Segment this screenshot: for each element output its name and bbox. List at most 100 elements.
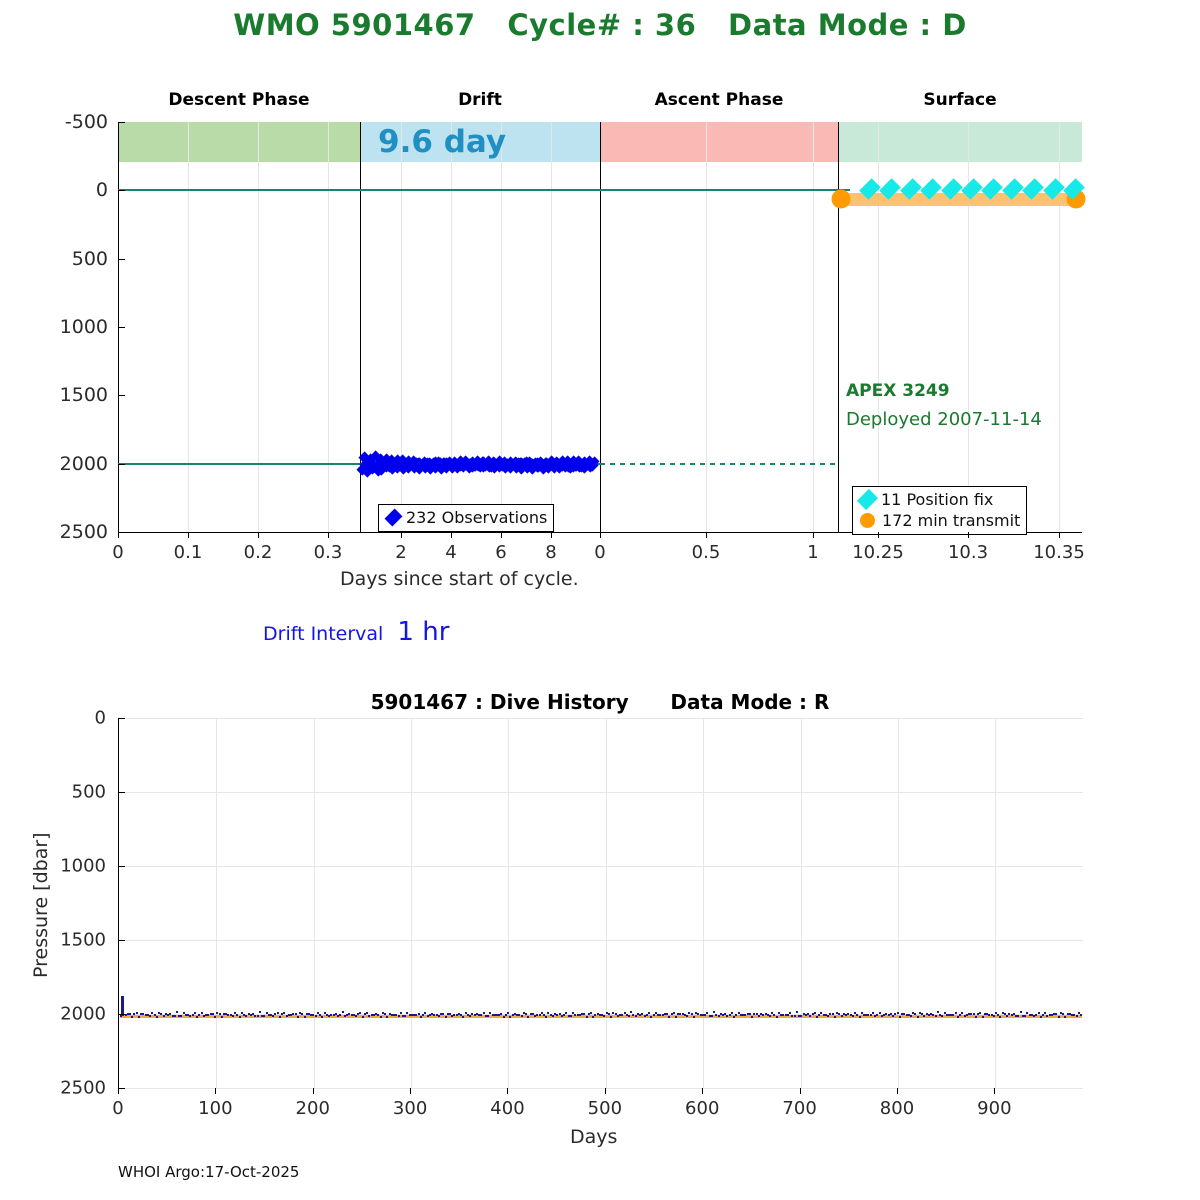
dive-history-point: [151, 1012, 154, 1015]
dive-history-point: [757, 1015, 760, 1018]
dive-history-point: [205, 1013, 207, 1016]
x-tick-label: 100: [198, 1098, 233, 1119]
dive-history-point: [1017, 1014, 1020, 1017]
position-fix-diamond-icon: [856, 488, 879, 510]
phase-band-ascent-phase: [600, 122, 838, 162]
dive-history-point: [466, 1013, 469, 1016]
dive-history-point: [943, 1012, 946, 1015]
x-tick-label: 700: [782, 1098, 817, 1119]
y-tick-label: 2500: [60, 1077, 106, 1099]
dive-history-point: [999, 1015, 1002, 1018]
dive-history-point: [589, 1011, 592, 1014]
dive-history-point: [1062, 1012, 1065, 1015]
dive-history-point: [654, 1012, 657, 1014]
x-tick-label: 6: [495, 542, 507, 563]
dive-history-point: [820, 1012, 823, 1015]
x-tick-mark: [706, 532, 707, 538]
drift-legend[interactable]: 232 Observations: [378, 503, 555, 532]
dive-history-point: [296, 1015, 299, 1018]
dive-history-point: [1071, 1014, 1073, 1016]
dive-history-point: [963, 1014, 966, 1017]
y-tick-mark: [118, 122, 125, 123]
dive-history-point: [713, 1011, 715, 1014]
dive-history-point: [269, 1013, 272, 1016]
legend-item-label: 11 Position fix: [881, 489, 994, 509]
dive-history-point: [795, 1011, 798, 1014]
dive-history-point: [730, 1011, 733, 1014]
dive-history-point: [211, 1013, 214, 1016]
footer-text: WHOI Argo:17-Oct-2025: [118, 1163, 300, 1181]
dive-history-point: [542, 1014, 545, 1017]
dive-history-point: [276, 1012, 279, 1015]
dive-history-point: [815, 1015, 818, 1018]
phase-label-surface: Surface: [923, 90, 997, 110]
dive-history-point: [135, 1012, 138, 1015]
dive-history-point: [842, 1013, 845, 1016]
x-tick-label: 0: [112, 1098, 124, 1119]
dive-history-point: [247, 1013, 250, 1016]
dive-history-point: [650, 1015, 653, 1018]
dive-history-point: [538, 1014, 541, 1017]
dive-history-point: [578, 1014, 581, 1016]
dive-history-point: [569, 1014, 572, 1017]
dive-history-point: [299, 1012, 301, 1015]
dive-history-point: [390, 1013, 393, 1016]
gridline-horizontal: [119, 718, 1083, 719]
y-tick-label: 1500: [59, 384, 108, 407]
dive-history-point: [469, 1015, 472, 1018]
x-tick-mark: [215, 1088, 217, 1094]
dive-history-point: [782, 1014, 785, 1017]
dive-history-point: [988, 1014, 991, 1017]
dive-history-point: [726, 1015, 729, 1018]
dive-history-point: [196, 1015, 199, 1018]
surface-legend[interactable]: 11 Position fix 172 min transmit: [852, 485, 1028, 535]
dive-history-point: [775, 1015, 778, 1018]
dive-history-point: [126, 1013, 129, 1016]
dive-history-point: [907, 1013, 910, 1016]
dive-history-y-axis-label: Pressure [dbar]: [30, 832, 52, 978]
dive-history-point: [563, 1014, 566, 1017]
dive-history-point: [619, 1013, 621, 1016]
dive-history-point: [939, 1014, 941, 1017]
dive-history-point: [520, 1015, 523, 1018]
dive-history-point: [936, 1011, 939, 1014]
dive-history-point: [625, 1014, 628, 1017]
dive-history-point: [314, 1014, 317, 1017]
dive-history-point: [959, 1014, 962, 1017]
dive-history-point: [504, 1013, 507, 1016]
phase-band-descent-phase: [118, 122, 360, 162]
dive-history-point: [753, 1012, 756, 1015]
dive-history-point: [238, 1015, 241, 1018]
dive-history-point: [417, 1012, 420, 1015]
dive-history-point: [234, 1011, 237, 1014]
dive-history-point: [471, 1012, 474, 1015]
dive-history-point: [614, 1013, 617, 1016]
dive-history-point: [348, 1012, 351, 1015]
dive-history-point: [334, 1012, 337, 1015]
dive-history-point: [475, 1013, 478, 1016]
x-tick-mark: [813, 532, 814, 538]
dive-history-plot: [118, 718, 1083, 1089]
dive-history-point: [426, 1015, 429, 1018]
dive-history-point: [639, 1013, 642, 1016]
dive-history-point: [948, 1013, 950, 1016]
dive-history-point: [889, 1013, 892, 1016]
dive-history-point: [258, 1011, 261, 1014]
dive-history-point: [1019, 1011, 1022, 1014]
dive-history-point: [511, 1013, 514, 1016]
phase-band-drift: [360, 122, 600, 162]
gridline-vertical: [605, 718, 607, 1088]
x-tick-mark: [188, 532, 189, 538]
dive-history-point: [849, 1014, 852, 1017]
dive-history-point: [992, 1014, 995, 1017]
dive-history-point: [858, 1015, 861, 1018]
dive-history-point: [724, 1013, 727, 1016]
dive-history-point: [997, 1013, 1000, 1016]
dive-history-point: [755, 1012, 758, 1015]
dive-history-point: [527, 1016, 530, 1019]
dive-history-point: [133, 1012, 136, 1015]
dive-history-point: [413, 1013, 416, 1016]
y-tick-mark: [118, 395, 125, 397]
x-tick-mark: [118, 532, 119, 538]
dive-history-point: [397, 1014, 400, 1017]
